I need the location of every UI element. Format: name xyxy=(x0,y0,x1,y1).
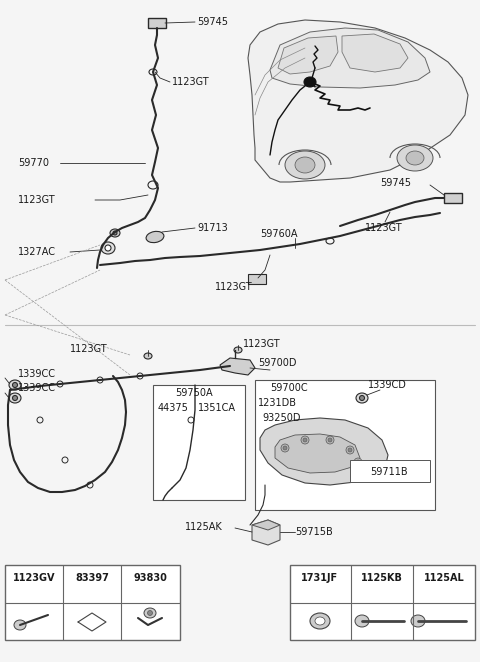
Text: 59745: 59745 xyxy=(197,17,228,27)
Text: 59715B: 59715B xyxy=(295,527,333,537)
Ellipse shape xyxy=(310,613,330,629)
Ellipse shape xyxy=(283,446,287,450)
Ellipse shape xyxy=(285,151,325,179)
Text: 59711B: 59711B xyxy=(370,467,408,477)
Text: 1123GT: 1123GT xyxy=(243,339,281,349)
Ellipse shape xyxy=(304,77,316,87)
Bar xyxy=(255,380,435,510)
Ellipse shape xyxy=(9,393,21,403)
Text: 1123GT: 1123GT xyxy=(172,77,210,87)
Bar xyxy=(153,385,245,500)
Ellipse shape xyxy=(144,353,152,359)
Polygon shape xyxy=(252,520,280,530)
Bar xyxy=(248,274,266,284)
Ellipse shape xyxy=(356,460,360,464)
Ellipse shape xyxy=(354,458,362,466)
Ellipse shape xyxy=(315,617,325,625)
Text: 59760A: 59760A xyxy=(260,229,298,239)
Text: 1339CC: 1339CC xyxy=(18,369,56,379)
Text: 1339CD: 1339CD xyxy=(368,380,407,390)
Polygon shape xyxy=(220,358,255,375)
Ellipse shape xyxy=(295,157,315,173)
Text: 93830: 93830 xyxy=(133,573,167,583)
Bar xyxy=(148,18,166,28)
Ellipse shape xyxy=(105,245,111,251)
Text: 1123GT: 1123GT xyxy=(18,195,56,205)
Ellipse shape xyxy=(328,438,332,442)
Polygon shape xyxy=(342,34,408,72)
Ellipse shape xyxy=(406,151,424,165)
Ellipse shape xyxy=(12,395,17,401)
Polygon shape xyxy=(275,434,360,473)
Bar xyxy=(444,193,462,203)
Ellipse shape xyxy=(411,615,425,627)
Bar xyxy=(5,565,180,640)
Text: 59700C: 59700C xyxy=(270,383,308,393)
Polygon shape xyxy=(248,20,468,182)
Text: 1327AC: 1327AC xyxy=(18,247,56,257)
Ellipse shape xyxy=(356,393,368,403)
Ellipse shape xyxy=(360,395,364,401)
Polygon shape xyxy=(278,36,338,74)
Text: 1125AK: 1125AK xyxy=(185,522,223,532)
Ellipse shape xyxy=(9,380,21,390)
Polygon shape xyxy=(252,520,280,545)
Text: 1231DB: 1231DB xyxy=(258,398,297,408)
Text: 59700D: 59700D xyxy=(258,358,297,368)
Ellipse shape xyxy=(281,444,289,452)
Ellipse shape xyxy=(146,231,164,243)
Ellipse shape xyxy=(101,242,115,254)
Polygon shape xyxy=(260,418,388,485)
Ellipse shape xyxy=(326,436,334,444)
Bar xyxy=(350,460,430,482)
Text: 93250D: 93250D xyxy=(262,413,300,423)
Text: 91713: 91713 xyxy=(197,223,228,233)
Text: 1125KB: 1125KB xyxy=(361,573,403,583)
Ellipse shape xyxy=(12,383,17,387)
Text: 1125AL: 1125AL xyxy=(424,573,464,583)
Ellipse shape xyxy=(397,145,433,171)
Text: 1123GT: 1123GT xyxy=(215,282,252,292)
Ellipse shape xyxy=(144,608,156,618)
Text: 59745: 59745 xyxy=(380,178,411,188)
Ellipse shape xyxy=(346,446,354,454)
Ellipse shape xyxy=(303,438,307,442)
Polygon shape xyxy=(270,28,430,88)
Text: 44375: 44375 xyxy=(158,403,189,413)
Ellipse shape xyxy=(147,610,153,616)
Text: 59750A: 59750A xyxy=(175,388,213,398)
Ellipse shape xyxy=(301,436,309,444)
Ellipse shape xyxy=(110,229,120,237)
Text: 1339CC: 1339CC xyxy=(18,383,56,393)
Bar xyxy=(290,565,475,640)
Text: 1123GT: 1123GT xyxy=(365,223,403,233)
Text: 1731JF: 1731JF xyxy=(301,573,338,583)
Ellipse shape xyxy=(355,615,369,627)
Text: 1351CA: 1351CA xyxy=(198,403,236,413)
Text: 59770: 59770 xyxy=(18,158,49,168)
Ellipse shape xyxy=(113,231,117,235)
Text: 1123GV: 1123GV xyxy=(13,573,55,583)
Ellipse shape xyxy=(348,448,352,452)
Text: 83397: 83397 xyxy=(75,573,109,583)
Ellipse shape xyxy=(14,620,26,630)
Ellipse shape xyxy=(234,347,242,353)
Text: 1123GT: 1123GT xyxy=(70,344,108,354)
